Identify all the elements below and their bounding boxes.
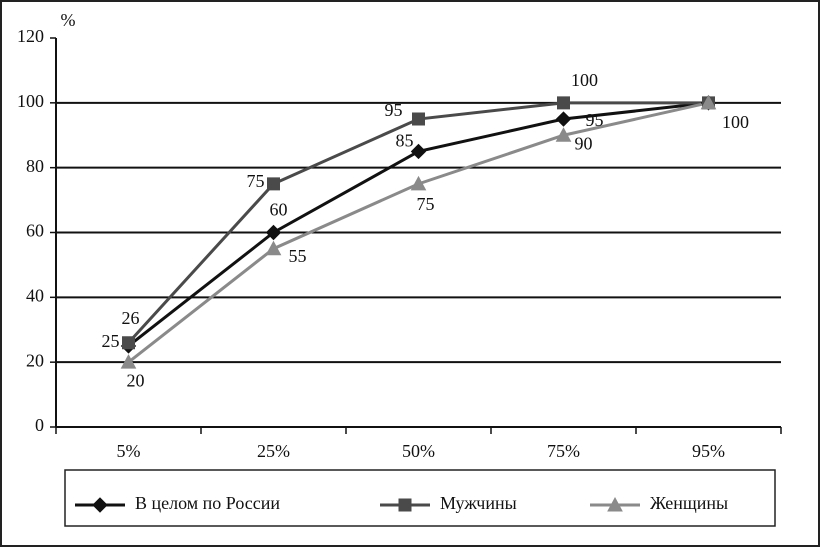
point (555, 111, 572, 127)
y-tick-label: 100 (17, 91, 44, 111)
point (555, 127, 572, 142)
y-tick-label: 20 (26, 350, 44, 370)
data-label: 100 (571, 70, 598, 90)
legend-label: Женщины (650, 493, 728, 513)
data-label: 26 (122, 308, 140, 328)
y-axis-label: % (61, 10, 76, 30)
point (120, 354, 137, 369)
point (265, 240, 282, 256)
y-tick-label: 40 (26, 285, 44, 305)
data-label: 25 (102, 331, 120, 351)
data-label: 100 (722, 112, 749, 132)
data-label: 75 (247, 171, 265, 191)
y-tick-label: 0 (35, 415, 44, 435)
legend-label: В целом по России (135, 493, 280, 513)
point (412, 112, 425, 126)
point (410, 143, 427, 160)
data-label: 95 (385, 100, 403, 120)
legend-marker (607, 496, 623, 512)
y-tick-label: 60 (26, 221, 44, 241)
x-tick-label: 75% (547, 441, 580, 461)
legend-box (64, 469, 776, 527)
legend-marker (92, 497, 108, 513)
point (700, 94, 717, 110)
y-tick-label: 120 (17, 26, 44, 46)
y-tick-label: 80 (26, 156, 44, 176)
data-label: 60 (270, 200, 288, 220)
point (557, 96, 570, 110)
point (410, 175, 427, 191)
x-tick-label: 95% (692, 441, 725, 461)
point (267, 177, 280, 191)
legend-label: Мужчины (440, 493, 517, 513)
point (122, 336, 135, 350)
x-tick-label: 5% (117, 441, 141, 461)
data-label: 90 (575, 133, 593, 153)
x-tick-label: 50% (402, 441, 435, 461)
data-label: 75 (417, 194, 435, 214)
point (265, 224, 282, 241)
x-tick-label: 25% (257, 441, 290, 461)
data-label: 20 (127, 370, 145, 390)
data-label: 55 (289, 246, 307, 266)
legend-marker (398, 498, 412, 512)
data-label: 95 (586, 110, 604, 130)
data-label: 85 (396, 131, 414, 151)
